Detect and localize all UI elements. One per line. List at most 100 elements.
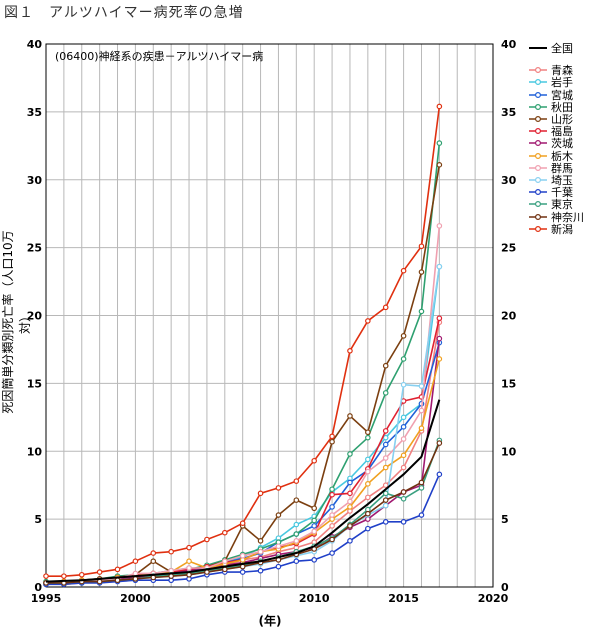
data-point — [436, 140, 443, 146]
data-point — [400, 464, 407, 471]
data-point — [382, 482, 389, 488]
y-tick-label-left: 5 — [34, 513, 42, 526]
y-tick-label-left: 35 — [27, 106, 42, 119]
y-tick-label-right: 30 — [501, 174, 517, 187]
data-point — [347, 347, 353, 354]
legend-label: 全国 — [551, 42, 573, 56]
data-point — [418, 479, 425, 486]
y-tick-label-left: 20 — [27, 310, 43, 323]
data-point — [293, 521, 300, 528]
legend-item: 宮城 — [528, 88, 584, 102]
data-point — [257, 490, 264, 497]
legend-label: 東京 — [551, 198, 573, 212]
series-新潟 — [43, 103, 443, 579]
legend-swatch — [529, 67, 547, 74]
data-point — [400, 356, 407, 362]
data-point — [382, 502, 389, 509]
data-point — [382, 497, 389, 503]
data-point — [329, 438, 335, 445]
data-point — [400, 414, 407, 421]
legend-label: 山形 — [551, 113, 573, 127]
legend-swatch — [529, 225, 547, 232]
data-point — [329, 523, 335, 529]
data-point — [257, 538, 264, 544]
legend-swatch — [529, 47, 547, 50]
data-point — [436, 315, 443, 322]
data-point — [347, 523, 353, 529]
legend-item: 秋田 — [528, 101, 584, 114]
data-point — [347, 451, 353, 457]
y-tick-label-left: 15 — [27, 377, 42, 390]
data-point — [132, 576, 139, 582]
y-tick-label-right: 35 — [501, 106, 516, 119]
legend-item: 新潟 — [528, 223, 584, 236]
y-tick-label-right: 10 — [501, 445, 517, 458]
data-point — [311, 528, 318, 535]
data-point — [78, 571, 85, 578]
data-point — [347, 538, 353, 544]
data-point — [418, 383, 425, 389]
data-point — [436, 471, 443, 478]
series-千葉 — [43, 471, 443, 588]
legend-label: 茨城 — [551, 137, 573, 151]
data-point — [365, 525, 371, 532]
data-point — [365, 494, 371, 501]
legend-swatch — [529, 79, 547, 86]
data-point — [132, 570, 139, 577]
data-point — [293, 497, 300, 503]
legend-item: 神奈川 — [528, 210, 584, 224]
legend-item: 茨城 — [528, 137, 584, 151]
legend-item: 福島 — [528, 125, 584, 138]
y-axis-left-ticks: 0 5 10 15 20 25 30 35 40 — [27, 38, 43, 594]
data-point — [204, 536, 210, 543]
data-point — [365, 429, 371, 436]
legend-label: 群馬 — [551, 161, 573, 175]
data-point — [257, 567, 264, 574]
data-point — [382, 464, 389, 471]
data-point — [275, 512, 282, 518]
y-tick-label-right: 5 — [501, 513, 509, 526]
data-point — [382, 490, 389, 497]
data-point — [293, 531, 300, 537]
data-point — [382, 304, 389, 311]
data-point — [186, 565, 192, 571]
data-point — [222, 529, 228, 536]
y-tick-label-left: 30 — [27, 174, 43, 187]
legend-swatch — [529, 176, 547, 183]
data-point — [382, 362, 389, 369]
data-point — [400, 489, 407, 495]
data-point — [418, 243, 425, 250]
x-tick-label: 2020 — [478, 592, 509, 605]
data-point — [347, 490, 353, 497]
data-point — [436, 162, 443, 168]
data-point — [382, 390, 389, 396]
data-point — [436, 335, 443, 342]
data-point — [382, 428, 389, 434]
data-point — [365, 510, 371, 517]
y-tick-label-left: 40 — [27, 38, 43, 51]
data-point — [418, 308, 425, 315]
data-point — [436, 440, 443, 446]
series-line-national — [45, 399, 441, 583]
legend-label: 宮城 — [551, 88, 573, 102]
y-axis-right-ticks: 0 5 10 15 20 25 30 35 40 — [501, 38, 517, 594]
legend-item: 山形 — [528, 113, 584, 127]
data-point — [400, 381, 407, 388]
data-point — [61, 573, 67, 579]
data-point — [418, 425, 425, 431]
data-point — [114, 566, 121, 573]
data-point — [347, 504, 353, 510]
legend-item: 岩手 — [528, 76, 584, 89]
legend-item: 群馬 — [528, 161, 584, 175]
legend-swatch — [529, 213, 547, 220]
legend-label: 千葉 — [551, 186, 573, 200]
data-point — [311, 557, 318, 563]
data-point — [436, 356, 443, 362]
legend-label: 栃木 — [551, 149, 573, 163]
x-tick-label: 2015 — [388, 592, 419, 605]
data-point — [168, 573, 174, 579]
data-point — [329, 433, 335, 440]
legend-swatch — [529, 140, 547, 147]
data-point — [186, 571, 192, 578]
